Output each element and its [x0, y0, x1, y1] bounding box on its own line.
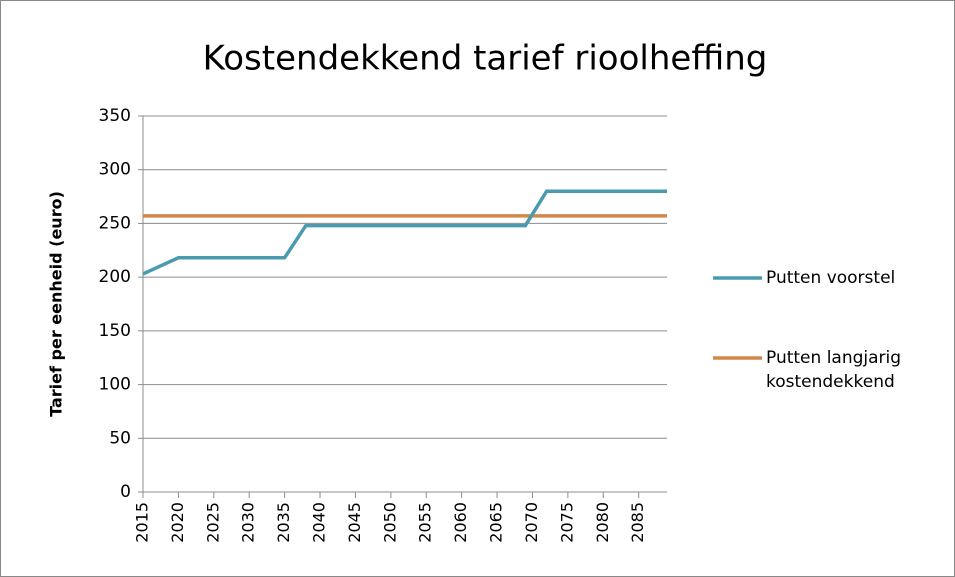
x-tick-label: 2035: [274, 502, 293, 543]
x-tick-label: 2075: [557, 502, 576, 543]
legend-label: Putten langjarig kostendekkend: [766, 348, 902, 392]
legend-label: Putten voorstel: [766, 268, 896, 288]
x-tick-label: 2055: [416, 502, 435, 543]
x-tick-label: 2080: [593, 502, 612, 543]
x-tick-label: 2030: [239, 502, 258, 543]
y-axis-label: Tarief per eenheid (euro): [47, 191, 66, 417]
x-tick-label: 2085: [628, 502, 647, 543]
x-tick-label: 2020: [168, 502, 187, 543]
x-tick-label: 2040: [310, 502, 329, 543]
x-tick-label: 2015: [133, 502, 152, 543]
x-tick-label: 2025: [203, 502, 222, 543]
y-tick-label: 100: [99, 375, 131, 395]
y-tick-label: 150: [99, 321, 131, 341]
y-tick-label: 300: [99, 160, 131, 180]
x-tick-label: 2070: [522, 502, 541, 543]
y-tick-label: 0: [120, 482, 131, 502]
y-tick-label: 200: [99, 267, 131, 287]
y-tick-label: 50: [109, 428, 131, 448]
series-line: [142, 189, 667, 276]
y-tick-label: 350: [99, 106, 131, 126]
x-tick-label: 2060: [451, 502, 470, 543]
y-tick-label: 250: [99, 213, 131, 233]
x-tick-label: 2065: [487, 502, 506, 543]
chart-title: Kostendekkend tarief rioolheffing: [203, 39, 768, 79]
x-tick-label: 2050: [380, 502, 399, 543]
x-tick-label: 2045: [345, 502, 364, 543]
